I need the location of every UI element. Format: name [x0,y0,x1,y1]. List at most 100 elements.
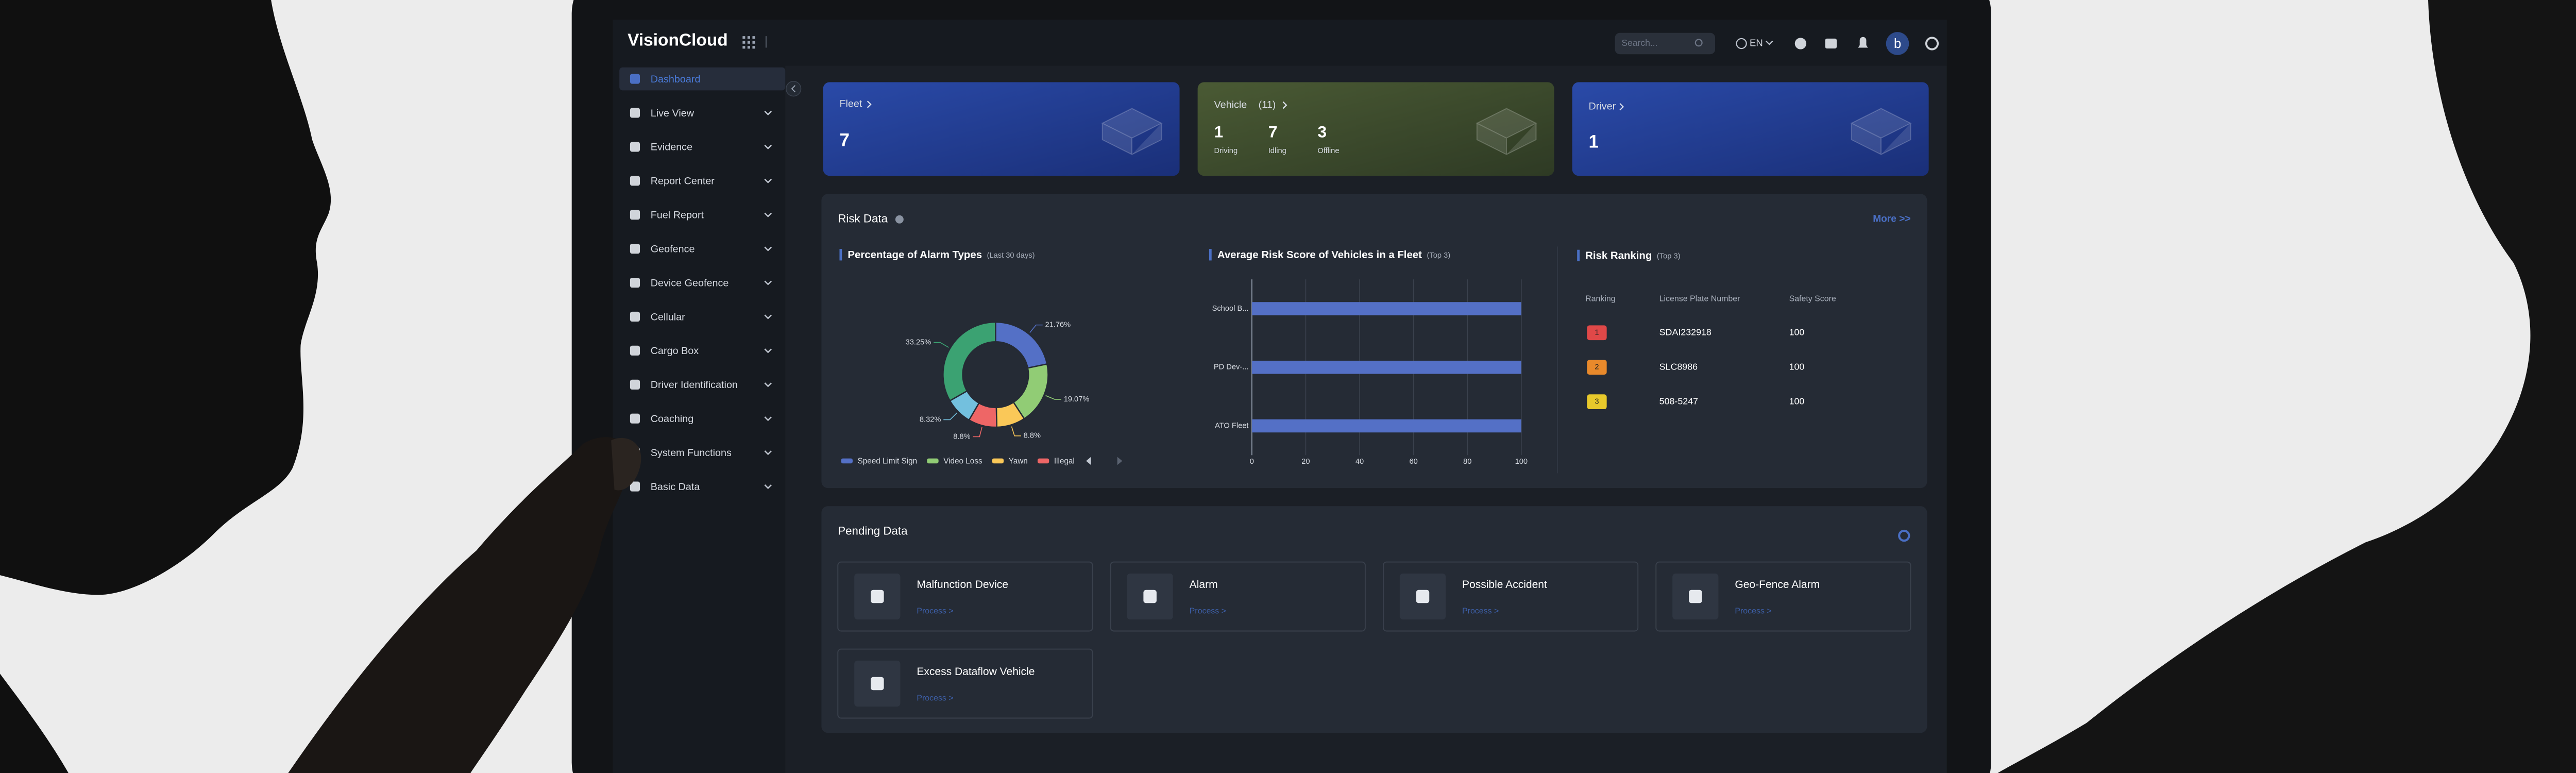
ranking-title: Risk Ranking [1585,250,1652,262]
pending-title: Geo-Fence Alarm [1735,579,1820,591]
menu-item[interactable]: Device Geofence [651,277,729,289]
menu-chevron [764,280,772,285]
pending-items: Malfunction Device Process > Alarm Process … [837,561,1911,719]
card-value: 7 [839,130,850,150]
pending-action[interactable]: Process > [1190,607,1226,615]
pending-card[interactable] [837,561,1093,632]
stat-label: Idling [1268,147,1286,155]
menu-item[interactable]: Driver Identification [651,379,738,391]
apps-icon[interactable] [742,36,755,49]
safety-score: 100 [1789,361,1805,372]
card-title: Fleet [839,98,862,110]
menu-item[interactable]: Coaching [651,413,694,425]
safety-score: 100 [1789,327,1805,337]
chart-subtitle: (Last 30 days) [987,251,1035,260]
settings-icon[interactable] [1925,37,1939,51]
top-bar [613,20,1947,66]
menu-chevron [764,484,772,489]
label-leader [934,342,949,348]
pending-icon [1689,590,1702,603]
legend-swatch[interactable] [1037,458,1049,464]
menu-icon [630,74,640,84]
stat-label: Driving [1214,147,1238,155]
rank-number: 2 [1595,363,1599,372]
search-icon[interactable] [1694,39,1703,47]
menu-item[interactable]: Evidence [651,142,692,153]
pending-action[interactable]: Process > [917,694,953,702]
legend-swatch[interactable] [992,458,1004,464]
safety-score: 100 [1789,396,1805,406]
rank-number: 3 [1595,398,1599,406]
avatar[interactable] [1886,32,1909,55]
bar [1251,419,1521,433]
pie-slice [942,321,996,402]
card-value: 1 [1589,132,1599,152]
label-leader [1029,324,1043,333]
pending-settings[interactable] [1898,529,1910,542]
menu-item[interactable]: Fuel Report [651,210,704,221]
card-chevron [1282,101,1287,109]
legend-next[interactable] [1117,457,1123,465]
menu-icon [630,176,640,186]
pending-action[interactable]: Process > [1462,607,1499,615]
download-icon[interactable] [1825,38,1837,49]
y-tick-label: School B... [1212,305,1249,313]
menu-item[interactable]: Geofence [651,243,695,255]
menu-item[interactable]: Dashboard [651,74,701,85]
legend-label[interactable]: Video Loss [943,457,982,465]
risk-ranking: Risk Ranking (Top 3) Ranking License Plate … [1577,249,1836,410]
legend-label[interactable]: Illegal [1054,457,1075,465]
card-illustration [1476,108,1537,156]
menu-chevron [764,212,772,217]
help-icon[interactable] [1794,38,1807,49]
fleet-card[interactable] [823,82,1180,176]
language[interactable]: EN [1750,37,1763,48]
legend-prev[interactable] [1086,457,1091,465]
legend-label[interactable]: Yawn [1009,457,1028,465]
pending-icon [871,590,884,603]
pending-action[interactable]: Process > [1735,607,1771,615]
pending-card[interactable] [1110,561,1366,632]
pending-card[interactable] [837,648,1093,719]
pending-icon [871,677,884,691]
sidebar [613,65,786,773]
globe-icon[interactable] [1736,38,1747,49]
more-link[interactable]: More >> [1873,214,1910,225]
thumb [611,438,641,491]
menu-item[interactable]: Cargo Box [651,345,699,357]
card-illustration [1850,108,1912,156]
menu-item[interactable]: Cellular [651,311,685,323]
menu-item[interactable]: Report Center [651,176,715,187]
pending-icon [1143,590,1157,603]
info-icon[interactable] [895,215,904,224]
legend-swatch[interactable] [841,458,853,464]
card-count: (11) [1259,99,1276,110]
plate-number: SDAI232918 [1659,327,1711,337]
x-tick-label: 60 [1409,458,1417,466]
menu-icon [630,244,640,254]
menu-item[interactable]: System Functions [651,447,732,459]
collapse-button[interactable] [786,81,802,97]
label-leader [1045,395,1061,400]
pending-card[interactable] [1655,561,1911,632]
rank-number: 1 [1595,329,1599,337]
x-tick-label: 100 [1515,458,1528,466]
pending-card[interactable] [1382,561,1639,632]
legend-label[interactable]: Speed Limit Sign [858,457,918,465]
legend-swatch[interactable] [927,458,939,464]
bell-icon[interactable] [1858,37,1868,48]
menu-item[interactable]: Live View [651,108,694,119]
driver-card[interactable] [1572,82,1929,176]
vehicle-card[interactable] [1197,82,1554,176]
left-silhouette [0,0,331,595]
menu-item[interactable]: Basic Data [651,481,700,493]
search-box[interactable] [1615,32,1716,55]
pending-action[interactable]: Process > [917,607,953,615]
x-tick-label: 0 [1250,458,1254,466]
plate-number: SLC8986 [1659,361,1698,372]
menu-icon [630,142,640,152]
menu-chevron [764,416,772,422]
rank-badge [1587,360,1607,375]
